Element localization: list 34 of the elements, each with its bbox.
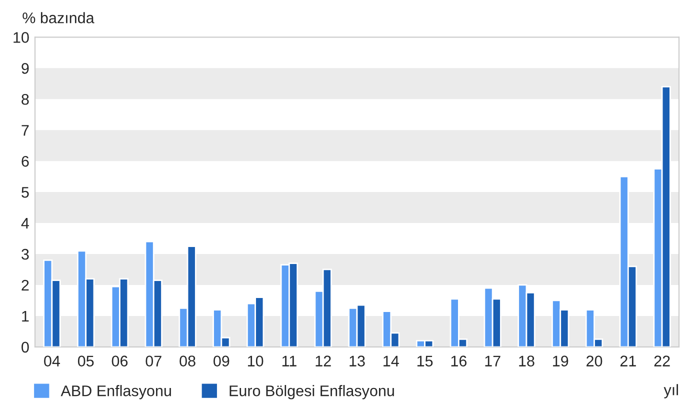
x-tick-label: 14 [384, 356, 399, 366]
y-tick-label: 8 [22, 94, 29, 105]
y-tick-label: 1 [22, 310, 29, 322]
x-tick-label: 15 [417, 356, 433, 366]
y-tick-label: 3 [22, 248, 29, 260]
y-tick-label: 10 [14, 32, 29, 43]
x-axis-title: yıl [664, 384, 678, 398]
x-tick-label: 10 [248, 356, 264, 366]
x-tick-label: 13 [350, 356, 365, 366]
x-tick-label: 17 [485, 356, 500, 366]
legend-label: Euro Bölgesi Enflasyonu [230, 385, 394, 400]
y-tick-label: 9 [22, 63, 29, 74]
x-tick-label: 04 [44, 356, 60, 366]
legend-label: ABD Enflasyonu [60, 385, 171, 400]
y-tick-label: 5 [22, 187, 29, 198]
x-tick-label: 21 [620, 356, 636, 366]
y-tick-label: 6 [22, 156, 29, 167]
x-tick-label: 19 [553, 356, 568, 366]
y-tick-label: 4 [21, 218, 29, 229]
x-tick-label: 09 [214, 356, 230, 366]
y-axis-title: % bazında [22, 12, 94, 24]
x-tick-label: 06 [112, 356, 128, 366]
x-tick-label: 22 [654, 356, 670, 366]
x-tick-label: 18 [519, 356, 534, 366]
y-tick-label: 2 [22, 280, 29, 291]
x-tick-label: 16 [451, 356, 467, 366]
y-tick-label: 7 [22, 125, 29, 136]
x-tick-label: 07 [146, 356, 162, 366]
x-tick-label: 20 [586, 356, 602, 366]
x-tick-label: 08 [180, 356, 196, 366]
x-tick-label: 12 [316, 356, 331, 366]
y-tick-label: 0 [22, 342, 29, 353]
x-tick-label: 11 [282, 356, 296, 366]
x-tick-label: 05 [78, 356, 94, 366]
